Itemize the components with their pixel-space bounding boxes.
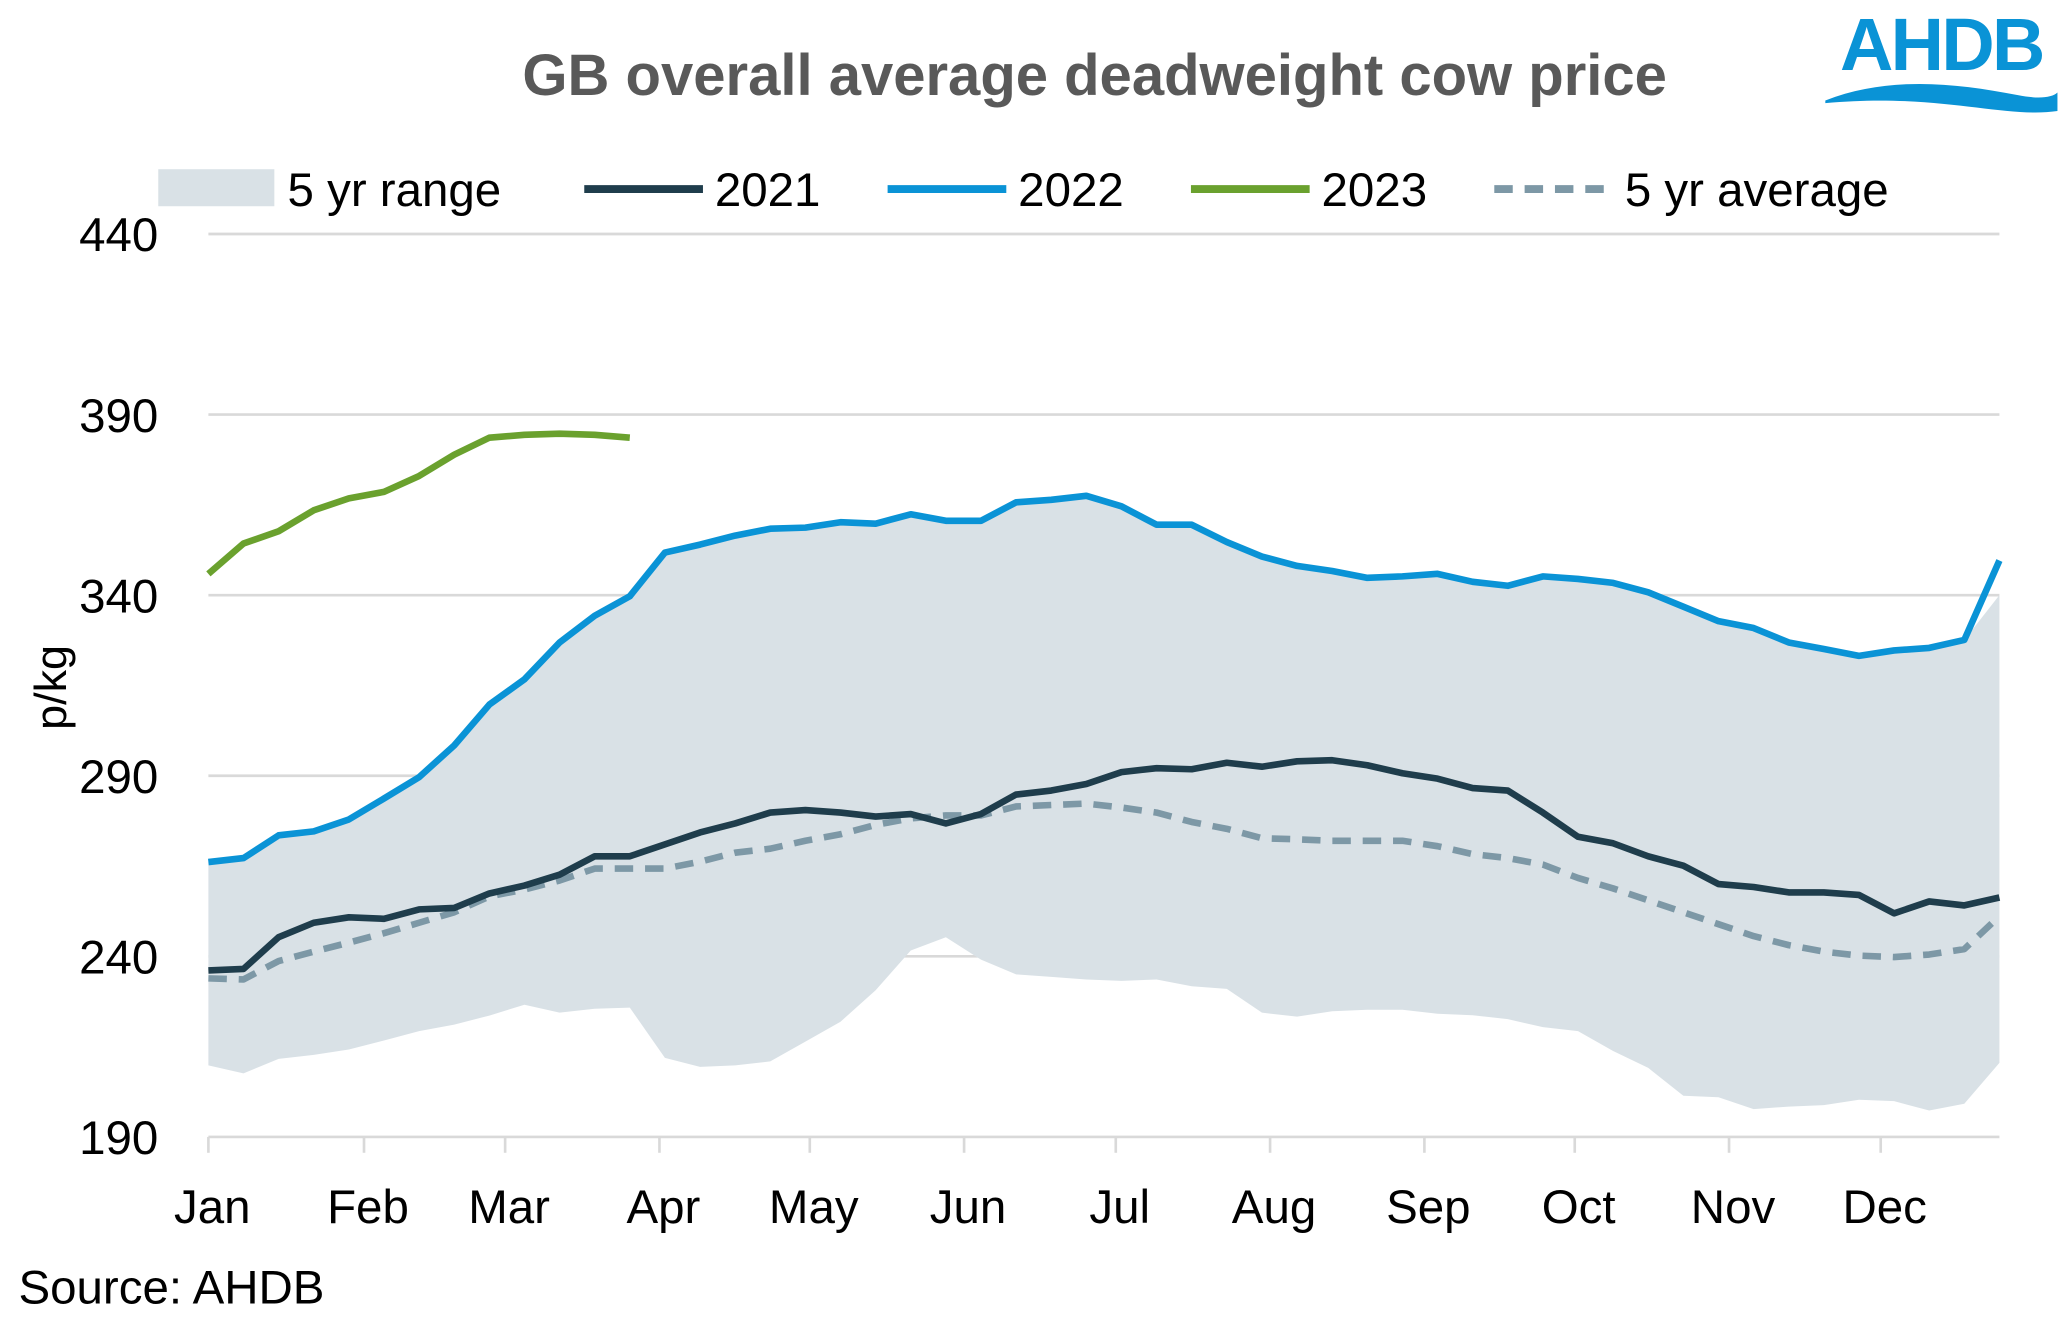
x-tick-label: Jun — [930, 1181, 1007, 1234]
logo-wave-icon — [1825, 83, 2058, 113]
x-tick-label: Apr — [626, 1181, 700, 1234]
series-lines — [206, 430, 2003, 983]
x-tick-label: Feb — [327, 1181, 409, 1234]
x-tick-label: Jan — [174, 1181, 251, 1234]
x-tick-label: May — [769, 1181, 859, 1234]
x-tick-label: Oct — [1542, 1181, 1616, 1234]
series-line-2023 — [206, 430, 631, 577]
y-tick-label: 290 — [79, 751, 158, 804]
series-line-2021 — [208, 756, 2001, 974]
y-tick-label: 390 — [79, 390, 158, 443]
y-axis-label: p/kg — [25, 645, 76, 730]
logo-text: AHDB — [1840, 3, 2043, 86]
legend-label-2022: 2022 — [1018, 164, 1124, 217]
x-tick-label: Sep — [1386, 1181, 1470, 1234]
legend-label-2023: 2023 — [1322, 164, 1428, 217]
x-tick-label: Jul — [1089, 1181, 1150, 1234]
x-tick-label: Dec — [1842, 1181, 1926, 1234]
chart-title: GB overall average deadweight cow price — [522, 43, 1667, 108]
y-tick-label: 190 — [79, 1112, 158, 1165]
legend: 5 yr range 2021 2022 2023 5 yr average — [158, 164, 1889, 217]
series-line-2022 — [208, 492, 2003, 866]
series-line-5-yr-average — [208, 800, 2002, 983]
x-tick-label: Mar — [468, 1181, 550, 1234]
y-tick-label: 340 — [79, 570, 158, 623]
y-tick-label: 440 — [79, 209, 158, 262]
ahdb-logo: AHDB — [1825, 3, 2058, 113]
x-tick-label: Nov — [1691, 1181, 1776, 1234]
legend-label-5-yr-average: 5 yr average — [1625, 164, 1889, 217]
source-note: Source: AHDB — [18, 1261, 324, 1314]
legend-swatch-range — [158, 169, 275, 207]
legend-label-2021: 2021 — [715, 164, 821, 217]
y-tick-label: 240 — [79, 931, 158, 984]
legend-label-range: 5 yr range — [288, 164, 502, 217]
axes: 190 240 290 340 390 440 Jan Feb Mar Apr May Jun Jul A… — [79, 209, 2000, 1234]
x-tick-label: Aug — [1232, 1181, 1316, 1234]
